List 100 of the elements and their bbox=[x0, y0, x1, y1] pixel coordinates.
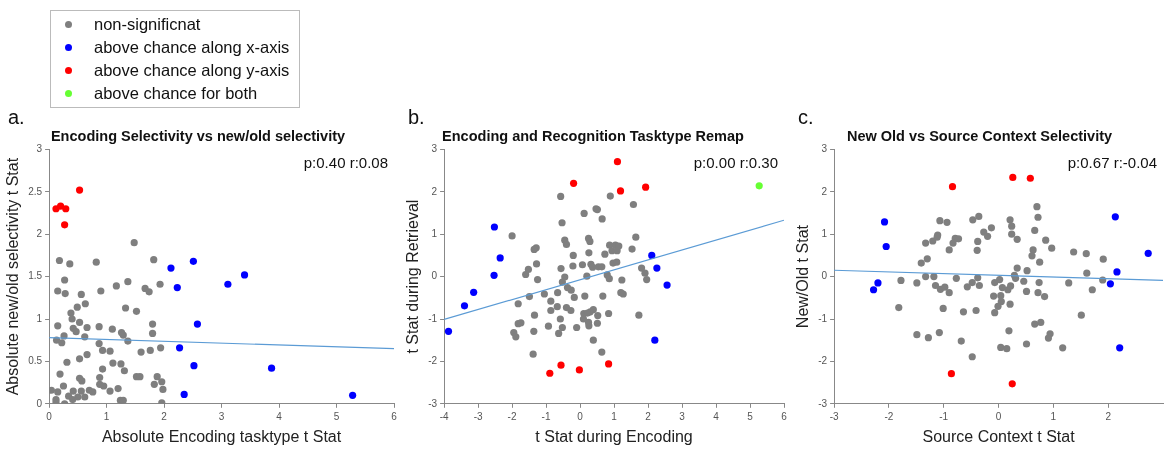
point bbox=[882, 242, 890, 251]
annotation: p:0.40 r:0.08 bbox=[303, 154, 388, 172]
x-tick-label: 0 bbox=[995, 410, 1002, 422]
point bbox=[1009, 173, 1017, 181]
point bbox=[62, 205, 70, 213]
point bbox=[1111, 213, 1119, 221]
chart-title: Encoding Selectivity vs new/old selectivity bbox=[50, 127, 346, 144]
legend-label: above chance along y-axis bbox=[94, 61, 290, 80]
x-tick-label: 2 bbox=[161, 410, 168, 422]
y-tick-label: 1 bbox=[36, 312, 43, 324]
x-tick-label: 2 bbox=[645, 410, 652, 422]
y-tick-label: 1 bbox=[821, 227, 828, 239]
point bbox=[267, 364, 276, 372]
y-tick-label: 2 bbox=[36, 227, 43, 239]
point bbox=[1144, 249, 1152, 257]
y-tick-label: 3 bbox=[821, 143, 828, 155]
point bbox=[224, 280, 232, 288]
y-axis-title: Absolute new/old selectivity t Stat bbox=[4, 157, 22, 396]
text: c. bbox=[798, 106, 814, 128]
point bbox=[180, 390, 188, 399]
point bbox=[470, 288, 478, 296]
y-tick-label: 3 bbox=[36, 143, 43, 155]
y-tick-label: 2.5 bbox=[28, 185, 43, 197]
point bbox=[880, 218, 889, 226]
y-tick-label: 0 bbox=[36, 397, 43, 409]
x-tick-label: -4 bbox=[439, 410, 449, 422]
point bbox=[605, 360, 613, 368]
x-tick-label: -2 bbox=[884, 410, 894, 422]
point bbox=[193, 320, 202, 328]
x-tick-label: 1 bbox=[1050, 410, 1057, 422]
y-tick-label: 3 bbox=[431, 143, 438, 155]
y-tick-label: 0.5 bbox=[28, 355, 43, 367]
point bbox=[444, 327, 453, 335]
legend-label: above chance for both bbox=[94, 84, 258, 103]
x-tick-label: -3 bbox=[829, 410, 839, 422]
chart-title: Encoding and Recognition Tasktype Remap bbox=[442, 127, 745, 144]
x-axis-title: Absolute Encoding tasktype t Stat bbox=[101, 427, 342, 445]
point bbox=[75, 186, 84, 194]
y-axis-title: t Stat during Retrieval bbox=[404, 199, 422, 354]
y-tick-label: 2 bbox=[431, 185, 438, 197]
chart-title: New Old vs Source Context Selectivity bbox=[846, 127, 1113, 144]
point bbox=[642, 183, 650, 191]
y-tick-label: 1.5 bbox=[28, 270, 43, 282]
x-tick-label: 5 bbox=[333, 410, 340, 422]
x-tick-label: 1 bbox=[611, 410, 618, 422]
point bbox=[869, 286, 878, 294]
point bbox=[546, 369, 554, 377]
x-tick-label: 6 bbox=[781, 410, 788, 422]
y-tick-label: 2 bbox=[821, 185, 828, 197]
y-tick-label: -1 bbox=[818, 312, 828, 324]
point bbox=[173, 284, 181, 292]
point bbox=[460, 302, 469, 310]
point bbox=[490, 271, 498, 279]
point bbox=[663, 281, 671, 289]
point bbox=[189, 257, 197, 265]
y-tick-label: -3 bbox=[428, 397, 438, 409]
x-axis-title: Source Context t Stat bbox=[922, 427, 1076, 445]
point bbox=[1008, 380, 1016, 388]
x-tick-label: 1 bbox=[103, 410, 110, 422]
y-tick-label: 1 bbox=[431, 227, 438, 239]
annotation: p:0.00 r:0.30 bbox=[693, 154, 778, 172]
x-tick-label: 3 bbox=[679, 410, 686, 422]
point bbox=[874, 279, 882, 287]
y-tick-label: 0 bbox=[431, 270, 438, 282]
point bbox=[57, 202, 65, 210]
point bbox=[1116, 344, 1124, 352]
x-tick-label: -1 bbox=[939, 410, 949, 422]
point bbox=[490, 223, 498, 231]
legend-label: non-significnat bbox=[94, 15, 201, 34]
x-tick-label: 0 bbox=[577, 410, 584, 422]
x-axis-title: t Stat during Encoding bbox=[535, 427, 693, 445]
point bbox=[496, 254, 504, 262]
point bbox=[1106, 280, 1114, 288]
point bbox=[349, 391, 357, 399]
point bbox=[613, 158, 622, 166]
point bbox=[240, 271, 249, 279]
y-tick-label: -2 bbox=[818, 355, 828, 367]
point bbox=[648, 251, 656, 259]
y-tick-label: -2 bbox=[428, 355, 438, 367]
annotation: p:0.67 r:-0.04 bbox=[1067, 154, 1157, 172]
x-tick-label: 3 bbox=[218, 410, 225, 422]
x-tick-label: 2 bbox=[1105, 410, 1112, 422]
legend-label: above chance along x-axis bbox=[94, 38, 290, 57]
point bbox=[1113, 268, 1121, 276]
x-tick-label: -3 bbox=[473, 410, 483, 422]
x-tick-label: 0 bbox=[46, 410, 53, 422]
x-tick-label: -1 bbox=[541, 410, 551, 422]
point bbox=[557, 361, 565, 369]
point bbox=[755, 182, 763, 190]
point bbox=[948, 183, 957, 191]
y-tick-label: 0 bbox=[821, 270, 828, 282]
x-tick-label: 6 bbox=[391, 410, 398, 422]
y-tick-label: -1 bbox=[428, 312, 438, 324]
point bbox=[653, 264, 661, 272]
point bbox=[651, 336, 659, 344]
point bbox=[616, 187, 625, 195]
point bbox=[575, 366, 583, 374]
point bbox=[1026, 174, 1034, 182]
point bbox=[947, 370, 955, 378]
y-tick-label: -3 bbox=[818, 397, 828, 409]
